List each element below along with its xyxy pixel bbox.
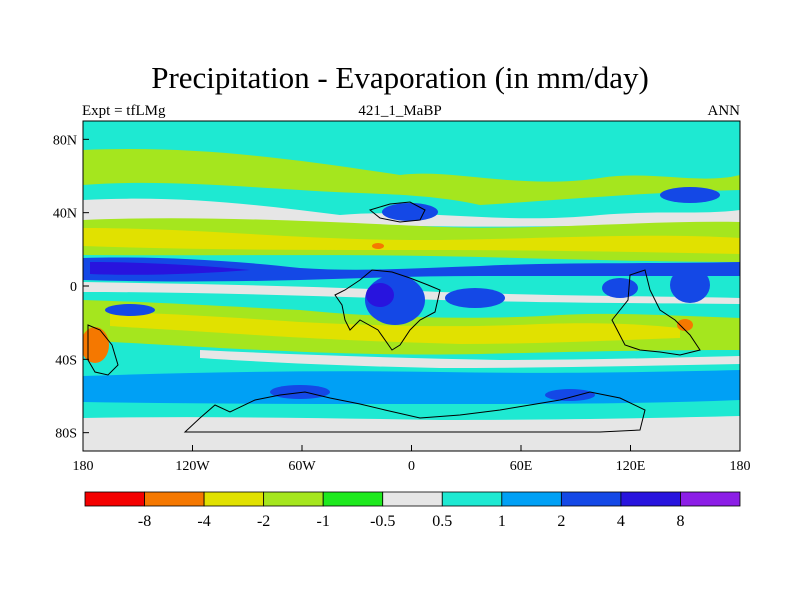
coastline-africa (334, 269, 441, 351)
band-north-subtropic-yellow (83, 228, 740, 254)
colorbar-swatch (263, 491, 324, 507)
coastline-europe (368, 201, 426, 223)
colorbar-label: -2 (257, 513, 270, 530)
y-axis: 80N 40N 0 40S 80S (53, 133, 89, 442)
x-tick-label: 60E (510, 459, 533, 474)
blob-sahara-dry (372, 243, 384, 249)
colorbar-swatch (382, 491, 443, 507)
season-label: ANN (707, 103, 741, 119)
colorbar (84, 491, 741, 507)
band-north-subpolar (83, 149, 740, 205)
blob-south-america (83, 327, 109, 363)
x-tick-label: 120E (616, 459, 646, 474)
colorbar-label: 1 (498, 513, 506, 530)
x-axis: 180 120W 60W 0 60E 120E 180 (73, 445, 751, 474)
x-tick-label: 120W (175, 459, 210, 474)
colorbar-label: 4 (617, 513, 625, 530)
colorbar-swatch (203, 491, 265, 507)
blob-australia-dry (677, 319, 693, 331)
band-antarctic-grey (83, 416, 740, 451)
blob-maritime (670, 267, 710, 303)
colorbar-swatch (680, 491, 741, 507)
blob-africa-core (366, 283, 394, 307)
x-tick-label: 180 (730, 459, 751, 474)
blob-south-pacific (105, 304, 155, 316)
y-tick-label: 0 (70, 280, 77, 295)
y-tick-label: 80S (55, 427, 77, 442)
colorbar-label: 0.5 (432, 513, 452, 530)
y-tick-label: 40S (55, 353, 77, 368)
colorbar-label: 2 (557, 513, 565, 530)
blob-north-atlantic (382, 203, 438, 221)
colorbar-swatch (441, 491, 503, 507)
coastline-south-america (87, 324, 119, 376)
colorbar-swatch (620, 491, 681, 507)
y-tick-label: 80N (53, 133, 77, 148)
colorbar-swatch (322, 491, 384, 507)
colorbar-label: -8 (138, 513, 151, 530)
case-label: 421_1_MaBP (358, 103, 442, 119)
colorbar-label: -4 (197, 513, 210, 530)
x-tick-label: 0 (408, 459, 415, 474)
contour-fields (83, 149, 740, 451)
experiment-label: Expt = tfLMg (82, 103, 166, 119)
colorbar-swatch (144, 491, 205, 507)
map-title: Precipitation - Evaporation (in mm/day) (151, 60, 649, 95)
coastline-antarctica (183, 391, 646, 433)
blob-indian (445, 288, 505, 308)
band-itcz-violet (90, 262, 250, 275)
band-southern-ocean-blue (83, 370, 740, 404)
coastline-australia (611, 269, 701, 356)
y-tick-label: 40N (53, 207, 77, 222)
colorbar-swatch (84, 491, 145, 507)
band-itcz-blue (83, 257, 740, 282)
colorbar-swatch (560, 491, 622, 507)
blob-southern-ocean-1 (270, 385, 330, 399)
colorbar-label: -0.5 (370, 513, 395, 530)
colorbar-label: 8 (676, 513, 684, 530)
colorbar-labels: -8 -4 -2 -1 -0.5 0.5 1 2 4 8 (138, 513, 685, 530)
band-south-subtropic-grey (200, 350, 740, 368)
colorbar-swatch (501, 491, 562, 507)
band-south-subtropic-yellow (110, 312, 680, 344)
blob-southern-ocean-2 (545, 389, 595, 401)
x-tick-label: 180 (73, 459, 94, 474)
blob-north-pacific (660, 187, 720, 203)
colorbar-label: -1 (317, 513, 330, 530)
x-tick-label: 60W (288, 459, 316, 474)
blob-pacific-west (602, 278, 638, 298)
